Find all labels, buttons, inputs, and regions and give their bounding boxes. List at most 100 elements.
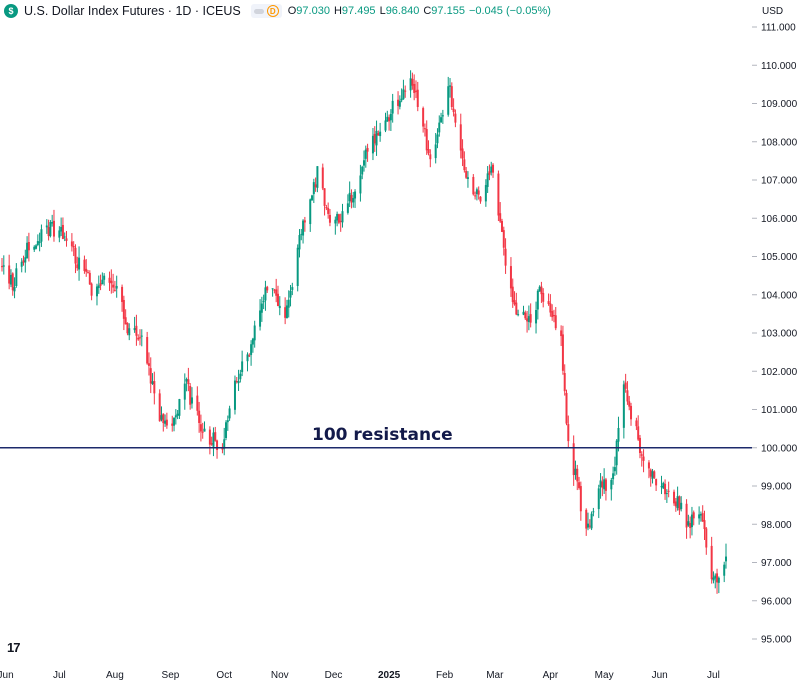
candle — [11, 272, 14, 296]
candle — [610, 477, 613, 501]
candle — [440, 112, 443, 123]
candle — [78, 246, 81, 281]
candle — [311, 194, 314, 201]
candle — [173, 417, 176, 432]
candle — [662, 481, 665, 490]
candle — [592, 507, 595, 517]
candle — [484, 179, 487, 207]
candle — [24, 249, 27, 273]
candle — [113, 280, 116, 292]
candle — [350, 189, 353, 209]
candle — [601, 476, 604, 497]
candle — [110, 269, 113, 294]
candle — [303, 216, 306, 232]
candle — [2, 255, 5, 275]
candle — [97, 275, 100, 294]
candle — [647, 460, 650, 479]
candle — [560, 325, 563, 346]
price-tick-label: 98.000 — [761, 520, 792, 531]
candle — [235, 376, 238, 384]
candle — [509, 257, 512, 297]
candle — [535, 301, 538, 334]
candle — [450, 82, 453, 110]
candle — [275, 278, 278, 303]
candle — [660, 475, 663, 495]
candle — [664, 479, 667, 500]
candle — [712, 571, 715, 584]
candle — [488, 164, 491, 181]
candle — [529, 303, 532, 328]
candle — [400, 88, 403, 103]
candle — [699, 511, 702, 522]
price-axis-panel[interactable] — [752, 0, 800, 684]
time-tick-label: Aug — [106, 670, 124, 681]
time-tick-label: Jul — [53, 670, 66, 681]
low-key: L — [379, 5, 386, 17]
time-axis[interactable]: Jun Jul Aug Sep Oct Nov Dec 2025 Feb Mar Apr May Jun… — [0, 670, 720, 681]
symbol-legend: $ U.S. Dollar Index Futures · 1D · ICEUS… — [4, 3, 555, 19]
candle — [108, 271, 111, 291]
candle — [158, 389, 161, 422]
candle — [251, 337, 254, 353]
price-tick-label: 106.000 — [761, 214, 798, 225]
symbol-title[interactable]: U.S. Dollar Index Futures · 1D · ICEUS — [24, 4, 241, 18]
candle — [302, 219, 305, 244]
candle — [135, 314, 138, 346]
candle — [452, 98, 455, 117]
legend-toggle-group[interactable]: D — [250, 4, 282, 18]
price-tick-label: 110.000 — [761, 61, 797, 72]
time-tick-label: Jun — [0, 670, 14, 681]
low-value: 96.840 — [385, 5, 420, 17]
candle — [27, 232, 30, 262]
candle — [352, 191, 355, 208]
candle — [361, 165, 364, 180]
candle — [264, 280, 267, 311]
candle — [312, 178, 315, 204]
candle — [26, 236, 29, 259]
candle — [176, 410, 179, 420]
candle — [434, 132, 437, 164]
candle — [680, 496, 683, 512]
price-axis[interactable]: 95.000 96.000 97.000 98.000 99.000 100.000 101… — [752, 23, 798, 646]
candle — [574, 460, 577, 480]
currency-label[interactable]: USD — [762, 6, 783, 17]
candle — [423, 123, 426, 137]
candle — [133, 316, 136, 333]
candle — [416, 81, 419, 112]
candle — [253, 320, 256, 348]
candle — [504, 238, 507, 274]
tradingview-logo-icon[interactable]: 17 — [7, 640, 21, 655]
time-tick-label: Feb — [436, 670, 454, 681]
candle — [40, 224, 43, 247]
close-key: C — [423, 5, 432, 17]
delayed-data-badge: D — [266, 5, 279, 17]
candle — [183, 373, 186, 410]
candle — [271, 288, 274, 297]
time-tick-label: Mar — [486, 670, 504, 681]
candle — [20, 258, 23, 273]
change-value: −0.045 (−0.05%) — [468, 5, 551, 17]
candle — [642, 449, 645, 473]
candle — [45, 219, 48, 234]
candle — [70, 233, 73, 252]
candle — [228, 405, 231, 421]
candle — [287, 290, 290, 318]
candle — [402, 79, 405, 100]
candle — [140, 329, 143, 347]
candle — [201, 422, 204, 439]
candle — [316, 166, 319, 193]
candle — [388, 114, 391, 131]
candles — [1, 70, 727, 594]
price-tick-label: 104.000 — [761, 290, 798, 301]
candle — [8, 254, 11, 290]
time-tick-label: Apr — [543, 670, 559, 681]
visibility-toggle-icon[interactable] — [253, 8, 264, 14]
candle — [296, 244, 299, 292]
candle — [698, 506, 701, 525]
candle — [714, 573, 717, 589]
candle — [585, 508, 588, 536]
candle — [404, 85, 407, 98]
candle — [615, 439, 618, 475]
candle — [613, 456, 616, 476]
